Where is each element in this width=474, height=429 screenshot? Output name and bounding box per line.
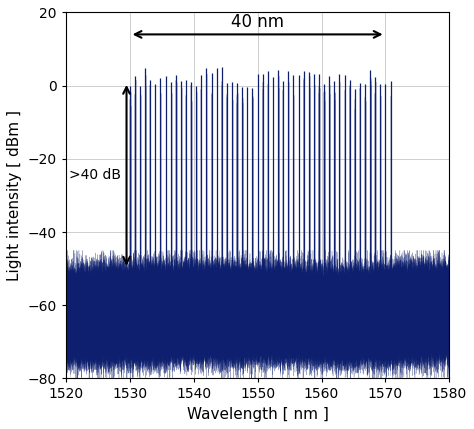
Y-axis label: Light intensity [ dBm ]: Light intensity [ dBm ] (7, 110, 22, 281)
X-axis label: Wavelength [ nm ]: Wavelength [ nm ] (187, 407, 328, 422)
Text: >40 dB: >40 dB (69, 168, 121, 182)
Text: 40 nm: 40 nm (231, 13, 284, 31)
